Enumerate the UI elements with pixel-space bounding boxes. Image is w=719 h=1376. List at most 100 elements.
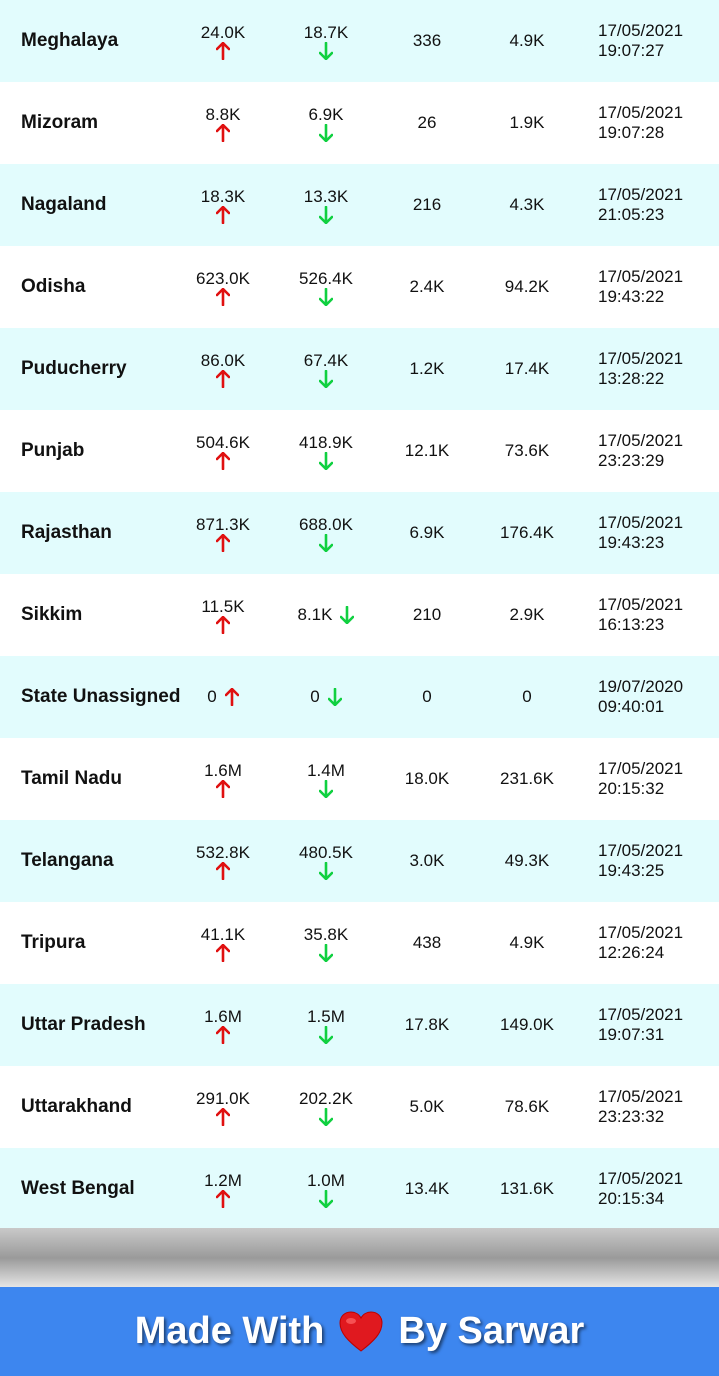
state-name: Tripura: [21, 932, 86, 953]
table-row: Uttarakhand 291.0K 202.2K 5.0K 78.6K 17/05/20…: [0, 1066, 719, 1148]
recovered-cell: 202.2K: [280, 1066, 372, 1148]
recovered-value: 18.7K: [303, 22, 349, 42]
deceased-value: 18.0K: [404, 769, 450, 788]
last-updated-date: 17/05/2021: [598, 1005, 684, 1024]
table-row: Meghalaya 24.0K 18.7K 336 4.9K 17/05/2021 19:0…: [0, 0, 719, 82]
last-updated-time: 13:28:22: [598, 369, 665, 388]
arrow-down-icon: [319, 533, 333, 552]
last-updated: 17/05/2021 19:07:31: [598, 984, 719, 1066]
confirmed-value: 1.2M: [204, 1170, 242, 1190]
last-updated-time: 19:07:28: [598, 123, 665, 142]
state-stats-table: Meghalaya 24.0K 18.7K 336 4.9K 17/05/2021 19:0…: [0, 0, 719, 1230]
recovered-cell: 35.8K: [280, 902, 372, 984]
arrow-down-icon: [340, 606, 355, 624]
confirmed-value: 871.3K: [196, 514, 250, 534]
arrow-down-icon: [319, 1025, 333, 1044]
active-value: 17.4K: [504, 359, 550, 378]
last-updated-time: 20:15:32: [598, 779, 665, 798]
active-value: 4.9K: [509, 31, 545, 50]
last-updated: 17/05/2021 23:23:29: [598, 410, 719, 492]
table-row: West Bengal 1.2M 1.0M 13.4K 131.6K 17/05/2021…: [0, 1148, 719, 1230]
table-row: Mizoram 8.8K 6.9K 26 1.9K 17/05/2021 19:07:28: [0, 82, 719, 164]
heart-icon: [338, 1310, 384, 1353]
active-value: 49.3K: [504, 851, 550, 870]
confirmed-value: 532.8K: [196, 842, 250, 862]
arrow-up-icon: [216, 943, 230, 962]
recovered-cell: 67.4K: [280, 328, 372, 410]
deceased-value: 1.2K: [409, 359, 445, 378]
table-row: Telangana 532.8K 480.5K 3.0K 49.3K 17/05/2021…: [0, 820, 719, 902]
recovered-cell: 1.0M: [280, 1148, 372, 1230]
state-name: Uttarakhand: [21, 1096, 132, 1117]
deceased-value: 12.1K: [404, 441, 450, 460]
arrow-up-icon: [216, 1189, 230, 1208]
confirmed-value: 1.6M: [204, 760, 242, 780]
recovered-value: 526.4K: [299, 268, 353, 288]
last-updated: 17/05/2021 19:43:23: [598, 492, 719, 574]
table-row: Puducherry 86.0K 67.4K 1.2K 17.4K 17/05/2021 1…: [0, 328, 719, 410]
last-updated-date: 17/05/2021: [598, 595, 684, 614]
arrow-down-icon: [319, 1189, 333, 1208]
table-row: Sikkim 11.5K 8.1K 210 2.9K 17/05/2021 16:13:23: [0, 574, 719, 656]
recovered-value: 6.9K: [308, 104, 344, 124]
confirmed-cell: 11.5K: [178, 574, 268, 656]
footer-banner: Made With By Sarwar: [0, 1287, 719, 1376]
last-updated-date: 17/05/2021: [598, 1087, 684, 1106]
confirmed-value: 41.1K: [200, 924, 246, 944]
active-value: 78.6K: [504, 1097, 550, 1116]
confirmed-cell: 1.6M: [178, 984, 268, 1066]
last-updated: 17/05/2021 23:23:32: [598, 1066, 719, 1148]
arrow-down-icon: [319, 123, 333, 142]
deceased-value: 336: [412, 31, 442, 50]
last-updated-time: 19:07:27: [598, 41, 665, 60]
last-updated-time: 16:13:23: [598, 615, 665, 634]
last-updated: 17/05/2021 20:15:32: [598, 738, 719, 820]
active-value: 73.6K: [504, 441, 550, 460]
recovered-value: 418.9K: [299, 432, 353, 452]
state-name: West Bengal: [21, 1178, 135, 1199]
state-name: State Unassigned: [21, 686, 181, 707]
confirmed-cell: 41.1K: [178, 902, 268, 984]
active-value: 1.9K: [509, 113, 545, 132]
last-updated-date: 17/05/2021: [598, 1169, 684, 1188]
last-updated-time: 23:23:32: [598, 1107, 665, 1126]
confirmed-cell: 8.8K: [178, 82, 268, 164]
last-updated: 17/05/2021 12:26:24: [598, 902, 719, 984]
last-updated-time: 19:43:25: [598, 861, 665, 880]
recovered-cell: 688.0K: [280, 492, 372, 574]
last-updated-date: 17/05/2021: [598, 349, 684, 368]
state-name: Puducherry: [21, 358, 127, 379]
active-value: 149.0K: [500, 1015, 554, 1034]
table-row: Tamil Nadu 1.6M 1.4M 18.0K 231.6K 17/05/2021 2…: [0, 738, 719, 820]
arrow-down-icon: [319, 861, 333, 880]
confirmed-value: 291.0K: [196, 1088, 250, 1108]
footer-suffix-text: By Sarwar: [398, 1310, 585, 1352]
table-row: Uttar Pradesh 1.6M 1.5M 17.8K 149.0K 17/05/20…: [0, 984, 719, 1066]
last-updated-date: 17/05/2021: [598, 513, 684, 532]
last-updated: 17/05/2021 19:07:28: [598, 82, 719, 164]
recovered-cell: 1.4M: [280, 738, 372, 820]
state-name: Tamil Nadu: [21, 768, 122, 789]
active-value: 0: [522, 687, 532, 706]
arrow-up-icon: [216, 451, 230, 470]
deceased-value: 5.0K: [409, 1097, 445, 1116]
arrow-up-icon: [216, 1025, 230, 1044]
arrow-up-icon: [224, 688, 239, 706]
recovered-cell: 8.1K: [280, 574, 372, 656]
deceased-value: 216: [412, 195, 442, 214]
recovered-cell: 1.5M: [280, 984, 372, 1066]
confirmed-value: 24.0K: [200, 22, 246, 42]
state-name: Mizoram: [21, 112, 99, 133]
last-updated-time: 12:26:24: [598, 943, 665, 962]
arrow-up-icon: [216, 1107, 230, 1126]
arrow-up-icon: [216, 533, 230, 552]
confirmed-value: 0: [207, 687, 217, 706]
arrow-up-icon: [216, 615, 230, 634]
recovered-cell: 6.9K: [280, 82, 372, 164]
last-updated-time: 09:40:01: [598, 697, 665, 716]
last-updated: 17/05/2021 13:28:22: [598, 328, 719, 410]
state-name: Rajasthan: [21, 522, 112, 543]
recovered-cell: 0: [280, 656, 372, 738]
arrow-down-icon: [319, 943, 333, 962]
arrow-down-icon: [319, 779, 333, 798]
